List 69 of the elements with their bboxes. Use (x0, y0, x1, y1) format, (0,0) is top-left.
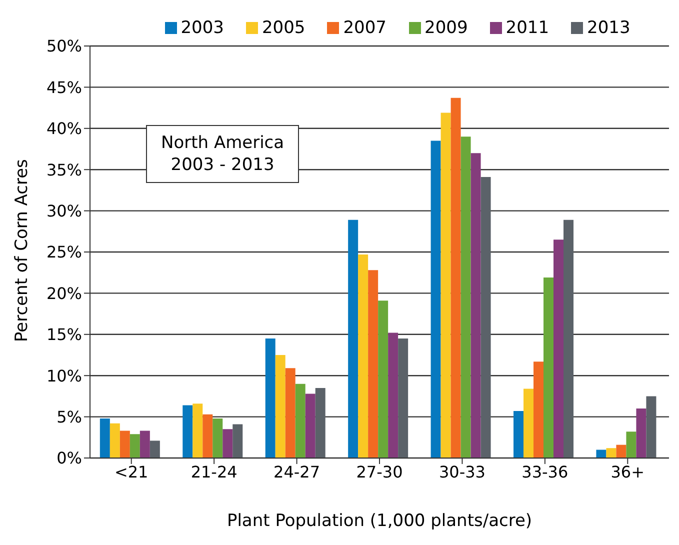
bar (606, 448, 616, 458)
bar (636, 408, 646, 458)
bar (120, 430, 130, 458)
bar (616, 444, 626, 458)
bar (533, 362, 544, 458)
bar (513, 411, 524, 458)
y-tick-label: 20% (46, 284, 82, 303)
bar (543, 278, 554, 458)
legend-label: 2003 (180, 18, 224, 38)
bar (295, 384, 306, 458)
bar (460, 136, 471, 458)
bar (523, 388, 534, 458)
bar (368, 270, 378, 458)
legend-label: 2009 (424, 18, 468, 38)
bar (202, 414, 213, 458)
bar (563, 220, 574, 458)
bar (348, 220, 358, 458)
x-tick-label: 30-33 (438, 462, 486, 482)
bar (222, 429, 233, 458)
bar (130, 434, 140, 458)
y-tick-label: 15% (46, 325, 82, 344)
bar (192, 404, 203, 458)
x-tick-label: 36+ (610, 462, 645, 482)
bar (596, 450, 606, 458)
y-tick-label: 40% (46, 119, 82, 138)
bar (315, 388, 326, 458)
bar (470, 153, 481, 458)
y-tick-label: 25% (46, 242, 82, 262)
bar (305, 394, 316, 458)
bar (275, 355, 286, 458)
y-tick-label: 5% (56, 407, 82, 426)
x-tick-label: <21 (114, 462, 148, 482)
legend-label: 2005 (262, 18, 306, 38)
bar (626, 432, 636, 458)
bar (110, 423, 120, 458)
x-tick-label: 27-30 (356, 462, 403, 482)
y-tick-label: 10% (46, 366, 82, 386)
bar (285, 368, 296, 458)
bar (140, 430, 150, 458)
y-tick-label: 35% (46, 160, 82, 180)
bar (450, 98, 461, 458)
bar (480, 177, 491, 458)
bar (150, 440, 160, 458)
bar (646, 396, 656, 458)
bar (182, 405, 193, 458)
bar (265, 338, 276, 458)
x-tick-label: 21-24 (190, 462, 238, 482)
y-tick-label: 0% (56, 448, 82, 468)
legend-label: 2007 (343, 18, 386, 38)
text-box: North America 2003 - 2013 (146, 125, 300, 184)
bar (378, 300, 388, 458)
x-tick-label: 33-36 (522, 462, 568, 482)
bar (212, 418, 223, 458)
y-axis-title: Percent of Corn Acres (12, 158, 32, 342)
bar (388, 332, 398, 458)
x-tick-label: 24-27 (274, 462, 320, 482)
bar (232, 424, 243, 458)
bar (440, 112, 451, 458)
x-axis-title: Plant Population (1,000 plants/acre) (226, 511, 532, 531)
y-tick-label: 50% (46, 36, 82, 56)
bar (430, 140, 441, 458)
bar (100, 418, 110, 458)
bar (553, 240, 564, 458)
y-tick-label: 45% (46, 78, 82, 97)
legend-label: 2011 (506, 18, 550, 38)
bar (358, 254, 368, 458)
bar (398, 338, 408, 458)
legend-label: 2013 (587, 18, 630, 38)
y-tick-label: 30% (46, 201, 82, 220)
